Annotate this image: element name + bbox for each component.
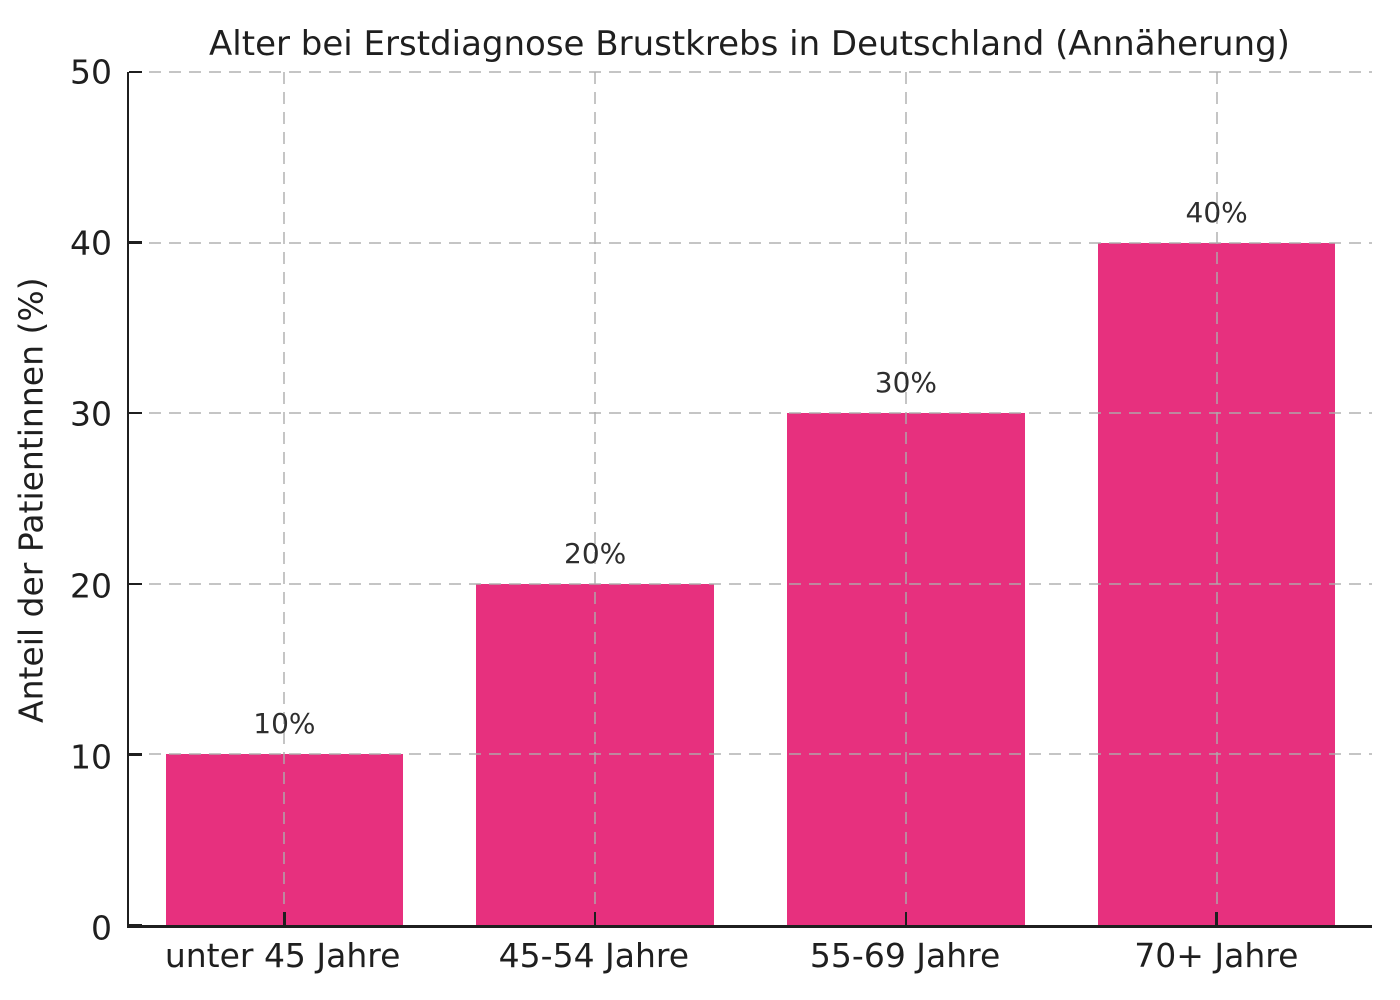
y-tick-label: 40 — [70, 223, 112, 263]
y-axis-tick — [129, 753, 142, 756]
x-axis-tick — [593, 912, 597, 925]
x-axis-tick — [283, 912, 286, 925]
bar-value-label: 10% — [253, 707, 316, 741]
x-axis-tick — [904, 912, 908, 925]
y-axis-tick — [129, 923, 142, 927]
v-gridline — [594, 72, 597, 925]
y-tick-label: 50 — [70, 52, 112, 92]
h-gridline — [129, 241, 1372, 244]
x-tick-label: 45-54 Jahre — [498, 936, 690, 975]
plot-area: 10% 20% 30% 40% — [127, 70, 1372, 928]
chart-title: Alter bei Erstdiagnose Brustkrebs in Deu… — [209, 24, 1290, 64]
bar-value-label: 30% — [874, 366, 937, 400]
y-tick-label: 20 — [70, 566, 112, 606]
h-gridline — [129, 582, 1372, 585]
y-axis-labels: 0 10 20 30 40 50 — [0, 56, 112, 945]
y-tick-label: 0 — [91, 908, 112, 948]
bar-value-label: 20% — [564, 536, 627, 570]
x-tick-label: 70+ Jahre — [1134, 936, 1299, 975]
h-gridline — [129, 753, 1372, 756]
v-gridline — [283, 72, 286, 925]
y-tick-label: 30 — [70, 394, 112, 434]
h-gridline — [129, 71, 1372, 73]
v-gridline — [904, 72, 907, 925]
y-axis-tick — [129, 582, 142, 586]
y-axis-tick — [129, 411, 142, 415]
bar-value-label: 40% — [1185, 195, 1248, 229]
y-tick-label: 10 — [70, 737, 112, 777]
y-axis-tick — [129, 241, 142, 244]
v-gridline — [1215, 72, 1218, 925]
x-axis-labels: unter 45 Jahre 45-54 Jahre 55-69 Jahre 70+ … — [127, 936, 1372, 986]
x-tick-label: unter 45 Jahre — [164, 936, 401, 975]
x-tick-label: 55-69 Jahre — [809, 936, 1001, 975]
x-axis-tick — [1215, 912, 1218, 925]
y-axis-tick — [129, 70, 142, 74]
h-gridline — [129, 412, 1372, 415]
